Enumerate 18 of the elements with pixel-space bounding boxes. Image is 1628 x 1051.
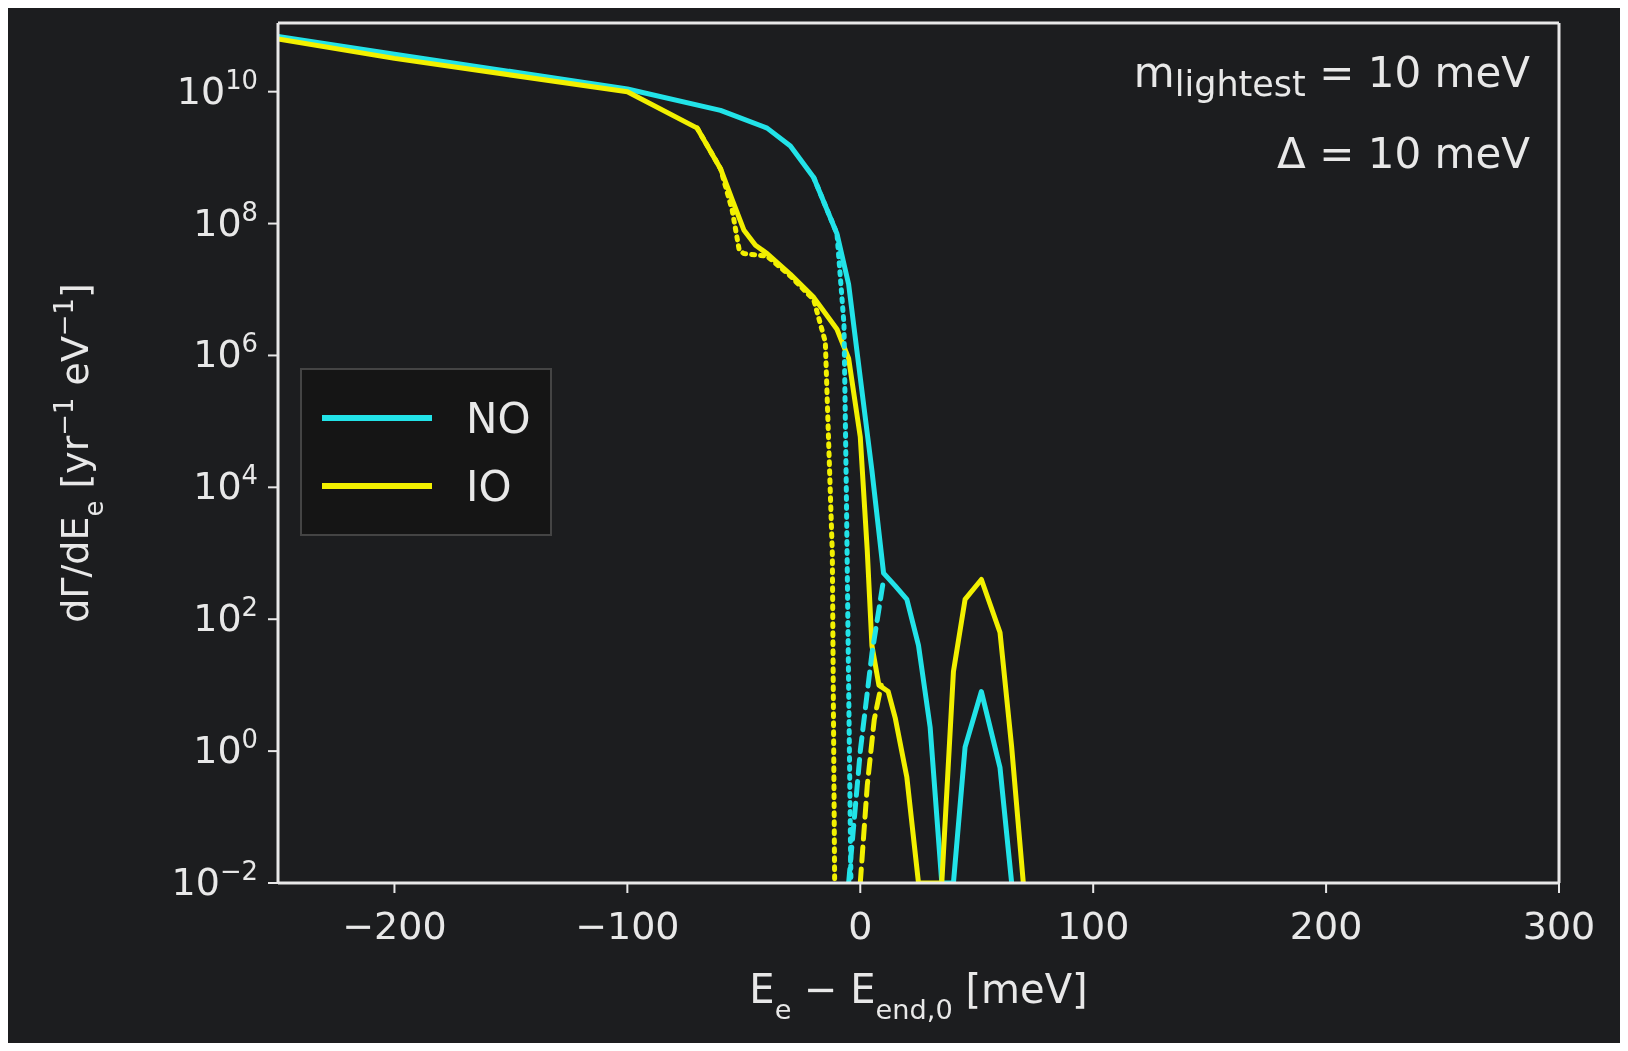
x-tick-label: 200	[1289, 904, 1363, 948]
y-tick-label: 10$^{4}$	[193, 460, 258, 509]
x-axis-title: E$_{e}$ − E$_{end,0}$ [meV]	[749, 966, 1088, 1025]
y-tick-label: 10$^{2}$	[193, 592, 258, 641]
legend-label: NO	[466, 393, 531, 443]
x-tick-label: 0	[848, 904, 873, 948]
y-tick-label: 10$^{−2}$	[171, 856, 258, 904]
y-tick-label: 10$^{6}$	[193, 328, 258, 377]
x-tick-label: −200	[342, 904, 447, 948]
x-tick-label: 300	[1522, 904, 1596, 948]
y-tick-label: 10$^{10}$	[176, 64, 258, 113]
y-tick-label: 10$^{0}$	[193, 724, 258, 773]
annotation: Δ = 10 meV	[1276, 128, 1530, 181]
legend-label: IO	[466, 461, 512, 511]
y-tick-label: 10$^{8}$	[193, 196, 258, 245]
x-tick-label: 100	[1056, 904, 1130, 948]
x-tick-label: −100	[575, 904, 680, 948]
annotation: m$_{lightest}$ = 10 meV	[1133, 47, 1530, 107]
